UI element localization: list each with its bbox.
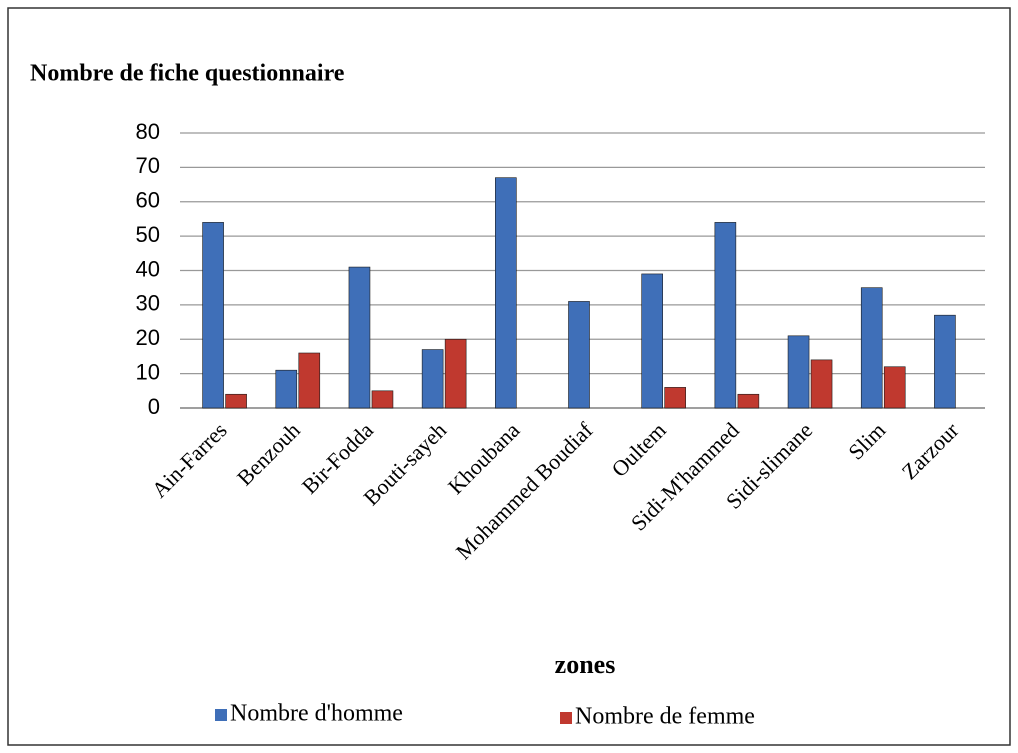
y-tick-label: 70 [136,153,160,178]
y-tick-label: 80 [136,119,160,144]
bar [787,335,810,409]
x-axis-title: zones [555,650,616,679]
bar [348,266,371,409]
legend-label: Nombre de femme [575,704,755,730]
bar [714,222,737,409]
legend-swatch [560,712,572,724]
bar [641,273,663,409]
bar [298,352,321,409]
bar [934,314,956,409]
bar [568,301,590,409]
y-tick-label: 0 [148,394,160,419]
y-tick-label: 50 [136,222,160,247]
y-tick-label: 30 [136,291,160,316]
legend-label: Nombre d'homme [230,701,403,727]
chart-title: Nombre de fiche questionnaire [30,61,345,87]
bar [444,338,467,409]
y-tick-label: 40 [136,256,160,281]
y-tick-label: 20 [136,325,160,350]
bar [225,393,247,409]
y-tick-label: 10 [136,359,160,384]
bar [664,387,686,409]
y-tick-label: 60 [136,188,160,213]
bar [737,393,760,409]
bar [883,366,906,409]
bar [371,390,394,409]
bar [860,287,883,409]
legend-swatch [215,709,227,721]
bar [202,222,224,409]
bar [275,369,298,409]
bar [810,359,833,409]
bar [421,349,444,409]
bar [495,177,517,409]
